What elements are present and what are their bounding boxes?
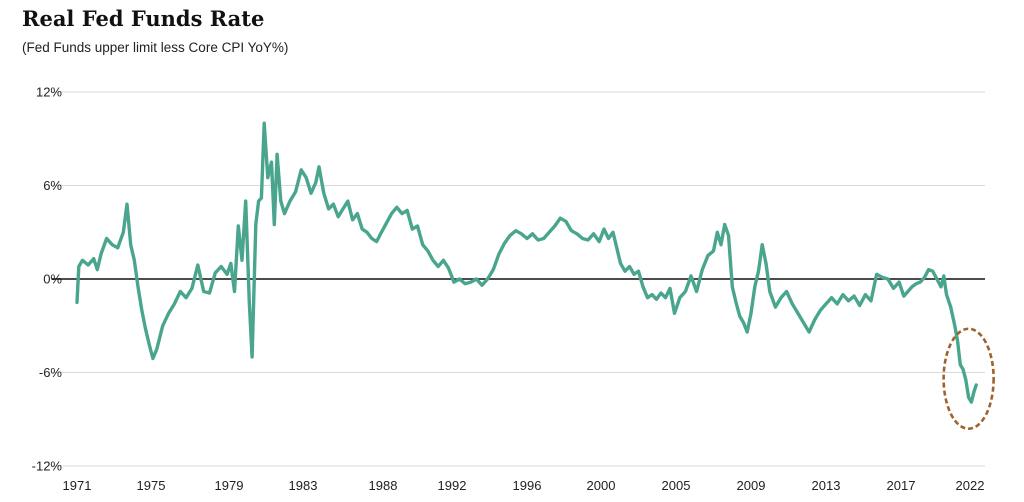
series-line-0 (75, 121, 978, 404)
x-tick-label-1975: 1975 (137, 478, 166, 493)
x-tick-label-1971: 1971 (63, 478, 92, 493)
y-tick-label-0: 12% (36, 85, 62, 100)
y-tick-label-1: 6% (43, 178, 62, 193)
annotation-layer (942, 327, 995, 431)
grid-layer (52, 91, 985, 467)
chart-subtitle: (Fed Funds upper limit less Core CPI YoY… (22, 40, 289, 55)
x-tick-label-2013: 2013 (812, 478, 841, 493)
y-tick-label-3: -6% (39, 365, 63, 380)
x-tick-label-2009: 2009 (737, 478, 766, 493)
x-tick-label-1992: 1992 (438, 478, 467, 493)
series-layer (75, 121, 978, 404)
x-tick-label-1996: 1996 (513, 478, 542, 493)
axis-layer: 12%6%0%-6%-12%1971 1975 1979 1983 1988 1992 19… (32, 85, 985, 493)
x-tick-label-1983: 1983 (289, 478, 318, 493)
chart-title: Real Fed Funds Rate (22, 6, 265, 31)
x-tick-label-2000: 2000 (587, 478, 616, 493)
x-tick-label-2005: 2005 (662, 478, 691, 493)
x-tick-label-2017: 2017 (887, 478, 916, 493)
highlight-circle (942, 327, 995, 431)
x-tick-label-2022: 2022 (956, 478, 985, 493)
x-tick-label-1979: 1979 (215, 478, 244, 493)
y-tick-label-4: -12% (32, 459, 63, 474)
x-tick-label-1988: 1988 (369, 478, 398, 493)
